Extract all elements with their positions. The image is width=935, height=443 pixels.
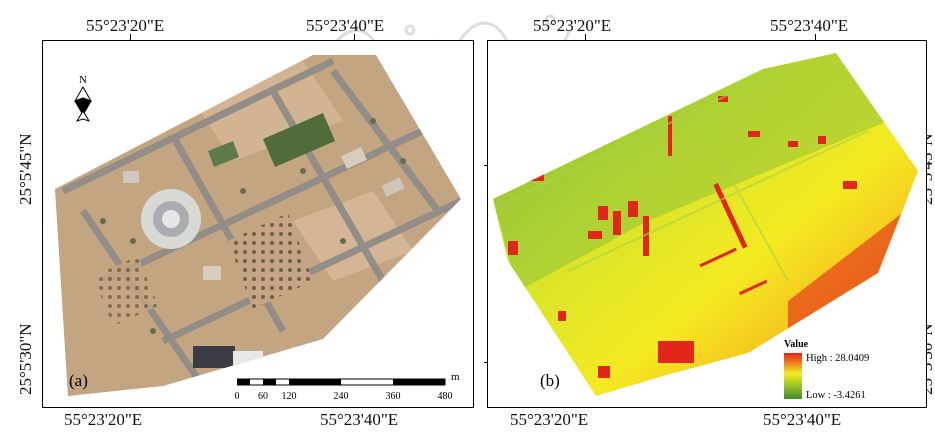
frame-tick bbox=[130, 34, 131, 40]
scale-tick-label: 120 bbox=[281, 391, 297, 402]
scale-tick-label: 480 bbox=[437, 391, 453, 402]
legend-low: Low : -3.4261 bbox=[806, 390, 866, 401]
bottom-label-b-right: 55°23'40"E bbox=[763, 410, 842, 429]
scale-tick-label: 360 bbox=[385, 391, 401, 402]
frame-tick bbox=[815, 34, 816, 40]
top-label-b-right: 55°23'40"E bbox=[770, 16, 849, 35]
top-label-b-left: 55°23'20"E bbox=[533, 16, 612, 35]
scale-tick-label: 240 bbox=[333, 391, 349, 402]
scale-tick-label: 60 bbox=[258, 391, 268, 402]
north-letter: N bbox=[79, 74, 87, 86]
panel-b-label: (b) bbox=[540, 371, 560, 390]
left-label-upper: 25°5'45"N bbox=[16, 133, 35, 205]
frame-tick bbox=[354, 34, 355, 40]
value-raster-image bbox=[493, 53, 918, 396]
panel-a-orthophoto: N (a) m 0 60 120 240 360 480 bbox=[42, 40, 474, 408]
bottom-label-a-left: 55°23'20"E bbox=[64, 410, 143, 429]
legend-title: Value bbox=[784, 339, 809, 350]
legend-color-ramp bbox=[784, 353, 802, 399]
bottom-label-b-left: 55°23'20"E bbox=[510, 410, 589, 429]
frame-tick bbox=[585, 34, 586, 40]
scale-unit: m bbox=[451, 371, 460, 383]
north-arrow-icon: N bbox=[73, 74, 93, 122]
panel-a-label: (a) bbox=[69, 371, 88, 390]
legend-high: High : 28.0409 bbox=[806, 353, 870, 364]
top-label-a-right: 55°23'40"E bbox=[306, 16, 385, 35]
panel-b-value-map: (b) Value High : 28.0409 Low : -3.4261 bbox=[487, 40, 927, 408]
scale-tick-label: 0 bbox=[234, 391, 240, 402]
left-label-lower: 25°5'30"N bbox=[16, 323, 35, 395]
orthophoto-image bbox=[55, 55, 461, 396]
bottom-label-a-right: 55°23'40"E bbox=[320, 410, 399, 429]
scale-bar bbox=[237, 378, 446, 386]
top-label-a-left: 55°23'20"E bbox=[86, 16, 165, 35]
